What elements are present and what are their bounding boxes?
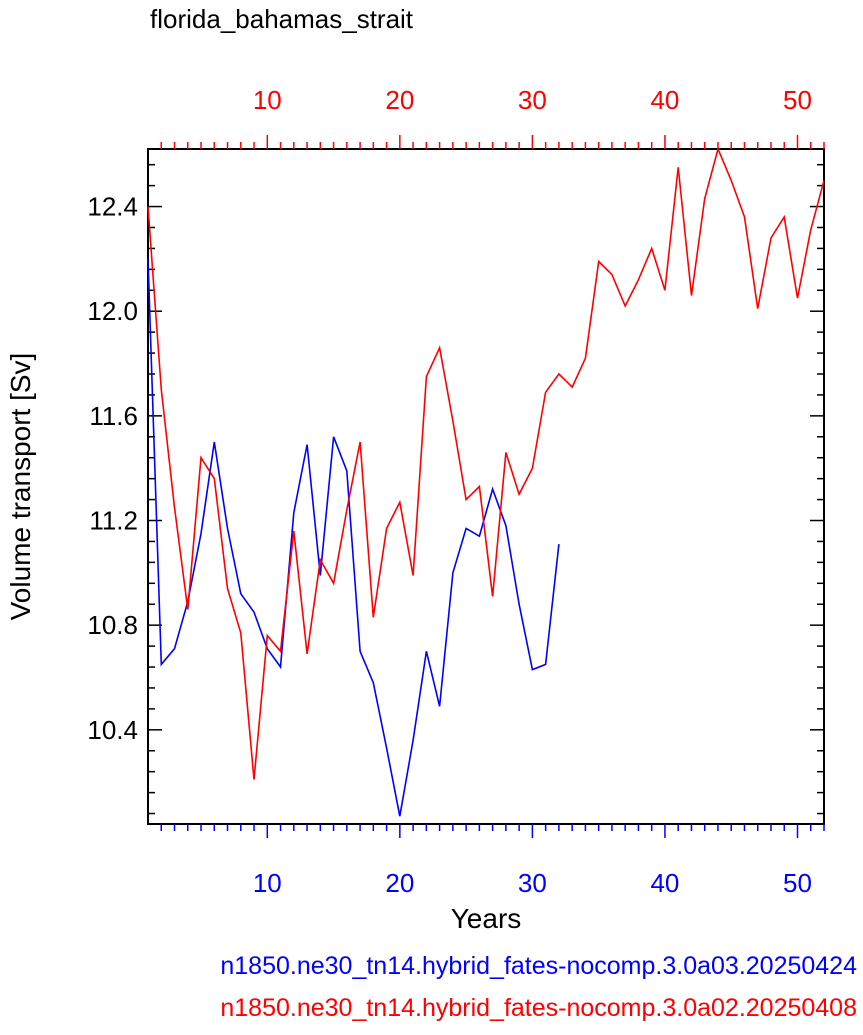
x-tick-label-bottom: 30 bbox=[518, 868, 547, 898]
legend-series-red: n1850.ne30_tn14.hybrid_fates-nocomp.3.0a… bbox=[220, 994, 857, 1022]
y-tick-label: 12.0 bbox=[87, 296, 138, 326]
y-tick-label: 10.8 bbox=[87, 610, 138, 640]
plot-frame bbox=[147, 148, 825, 825]
y-tick-label: 12.4 bbox=[87, 192, 138, 222]
series-line-blue bbox=[147, 258, 560, 817]
x-tick-label-top: 10 bbox=[253, 85, 282, 115]
y-axis-label: Volume transport [Sv] bbox=[5, 353, 36, 621]
chart-title: florida_bahamas_strait bbox=[150, 4, 414, 34]
x-tick-label-top: 50 bbox=[783, 85, 812, 115]
x-tick-label-bottom: 20 bbox=[385, 868, 414, 898]
x-tick-label-top: 30 bbox=[518, 85, 547, 115]
x-tick-label-top: 40 bbox=[650, 85, 679, 115]
y-tick-label: 11.6 bbox=[89, 401, 138, 431]
x-tick-label-bottom: 50 bbox=[783, 868, 812, 898]
x-tick-label-top: 20 bbox=[385, 85, 414, 115]
series-line-red bbox=[147, 146, 825, 780]
x-tick-label-bottom: 10 bbox=[253, 868, 282, 898]
y-tick-label: 10.4 bbox=[87, 715, 138, 745]
legend-series-blue: n1850.ne30_tn14.hybrid_fates-nocomp.3.0a… bbox=[220, 952, 857, 980]
x-tick-label-bottom: 40 bbox=[650, 868, 679, 898]
x-axis-label: Years bbox=[451, 903, 522, 934]
y-tick-label: 11.2 bbox=[89, 506, 138, 536]
